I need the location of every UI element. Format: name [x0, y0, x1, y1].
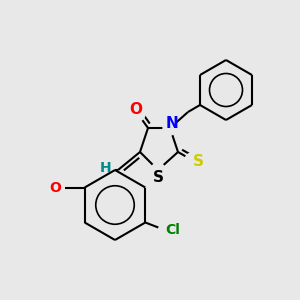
- Text: S: S: [152, 169, 164, 184]
- Circle shape: [163, 121, 177, 135]
- Text: N: N: [166, 116, 178, 130]
- Text: O: O: [49, 181, 61, 194]
- Text: S: S: [193, 154, 203, 169]
- Text: H: H: [100, 161, 112, 175]
- Circle shape: [185, 153, 199, 167]
- Circle shape: [151, 163, 165, 177]
- Text: Cl: Cl: [165, 224, 180, 238]
- Text: O: O: [130, 103, 142, 118]
- Circle shape: [131, 107, 145, 121]
